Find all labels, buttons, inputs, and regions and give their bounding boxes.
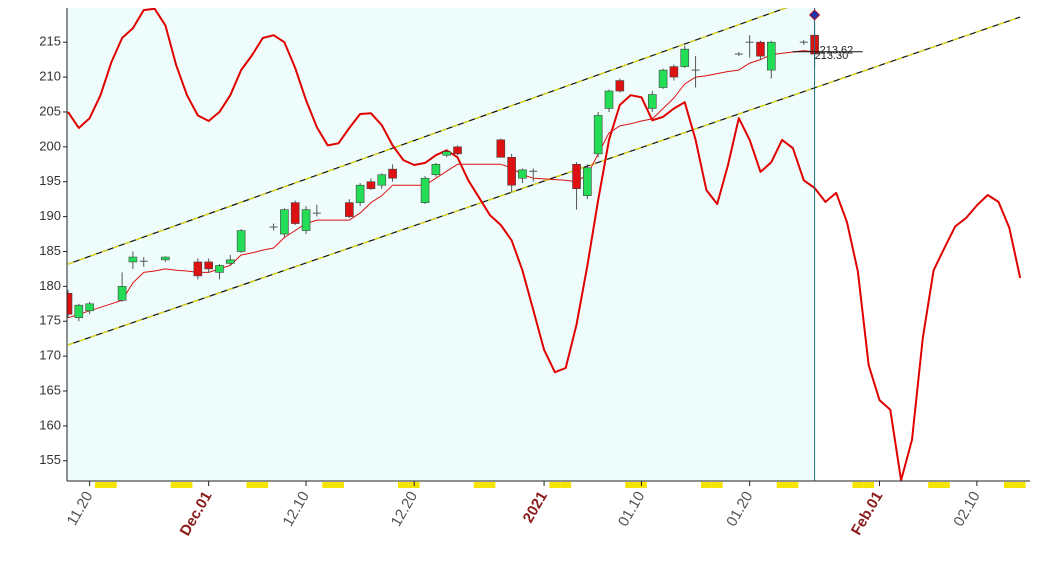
candle-body — [388, 168, 397, 179]
y-tick-label: 210 — [39, 69, 61, 84]
candle-body — [615, 80, 625, 92]
x-tick-label: Dec.01 — [177, 488, 216, 538]
weekend-marker — [852, 482, 864, 488]
candle-body — [442, 151, 452, 156]
candle-body — [766, 41, 776, 71]
weekend-marker — [484, 482, 496, 488]
x-tick-label: 01.20 — [723, 488, 756, 529]
weekend-marker — [257, 482, 269, 488]
candle-body — [377, 174, 387, 186]
weekend-marker — [625, 482, 637, 488]
y-tick-label: 195 — [39, 173, 61, 188]
candle-body — [74, 304, 84, 319]
price-label: 213.30 — [815, 50, 849, 62]
candle-body — [593, 115, 603, 155]
y-tick-label: 175 — [39, 313, 61, 328]
candle-body — [355, 184, 365, 203]
x-tick-label: 11.20 — [64, 488, 97, 528]
x-tick-label: 12.20 — [388, 488, 421, 529]
candle-body — [280, 209, 289, 235]
candle-body — [507, 156, 516, 186]
x-tick-label: 01.10 — [615, 488, 648, 529]
oscillator-line — [67, 8, 1022, 481]
candle-body — [236, 230, 246, 252]
candle-body — [345, 202, 354, 217]
weekend-marker — [711, 482, 723, 488]
weekend-marker — [549, 482, 561, 488]
history-background — [67, 8, 815, 481]
candle-body — [420, 177, 430, 203]
weekend-marker — [170, 482, 182, 488]
candle-body — [204, 261, 213, 270]
x-tick-label: 02.10 — [950, 488, 983, 529]
candle-body — [85, 303, 94, 312]
y-tick-label: 205 — [39, 103, 61, 118]
y-tick-label: 185 — [39, 243, 61, 258]
candle-body — [128, 256, 138, 263]
channel-dash — [67, 8, 788, 265]
y-tick-label: 155 — [39, 452, 61, 467]
y-tick-label: 180 — [39, 278, 61, 293]
candle-body — [193, 261, 203, 277]
weekend-marker — [776, 482, 788, 488]
candle-body — [117, 286, 127, 301]
weekend-marker — [333, 482, 344, 488]
candle-body — [680, 48, 690, 67]
weekend-marker — [1003, 482, 1015, 488]
x-tick-label: 2021 — [520, 488, 551, 525]
y-tick-label: 160 — [39, 417, 61, 432]
y-tick-label: 200 — [39, 138, 61, 153]
candle-body — [583, 167, 592, 196]
weekend-marker — [560, 482, 572, 488]
candle-body — [453, 146, 462, 155]
y-tick-label: 170 — [39, 348, 61, 363]
plot — [67, 8, 1022, 481]
weekend-marker — [928, 482, 940, 488]
weekend-marker — [105, 482, 117, 488]
candle-body — [161, 256, 170, 261]
weekend-marker — [181, 482, 193, 488]
weekend-marker — [473, 482, 485, 488]
weekend-marker — [787, 482, 799, 488]
x-tick-label: 12.10 — [279, 488, 312, 529]
candle-body — [431, 163, 441, 176]
candle-body — [669, 66, 679, 78]
candle-body — [572, 163, 581, 189]
candle-body — [215, 265, 224, 273]
moving-average-line — [67, 50, 815, 319]
candle-body — [647, 94, 657, 109]
candle-body — [290, 202, 300, 224]
candle-body — [658, 69, 668, 88]
candle-body — [604, 90, 614, 109]
weekend-marker — [939, 482, 950, 488]
candle-body — [496, 139, 506, 158]
candle-body — [67, 293, 73, 315]
price-label: 213.62 — [820, 45, 854, 57]
candle-body — [366, 181, 376, 189]
y-tick-label: 165 — [39, 382, 61, 397]
y-tick-label: 190 — [39, 208, 61, 223]
weekend-marker — [863, 482, 875, 488]
y-tick-label: 215 — [39, 34, 61, 49]
candle-body — [226, 259, 235, 264]
candle-body — [301, 209, 311, 231]
weekend-marker — [246, 482, 258, 488]
cursor-marker — [809, 9, 821, 21]
weekend-marker — [1014, 482, 1026, 488]
candle-body — [518, 169, 527, 179]
weekend-marker — [700, 482, 712, 488]
weekend-marker — [398, 482, 409, 488]
weekend-marker — [322, 482, 334, 488]
candle-body — [756, 41, 765, 57]
x-tick-label: Feb.01 — [848, 488, 886, 538]
channel-line — [67, 16, 1021, 346]
weekend-marker — [95, 482, 106, 488]
